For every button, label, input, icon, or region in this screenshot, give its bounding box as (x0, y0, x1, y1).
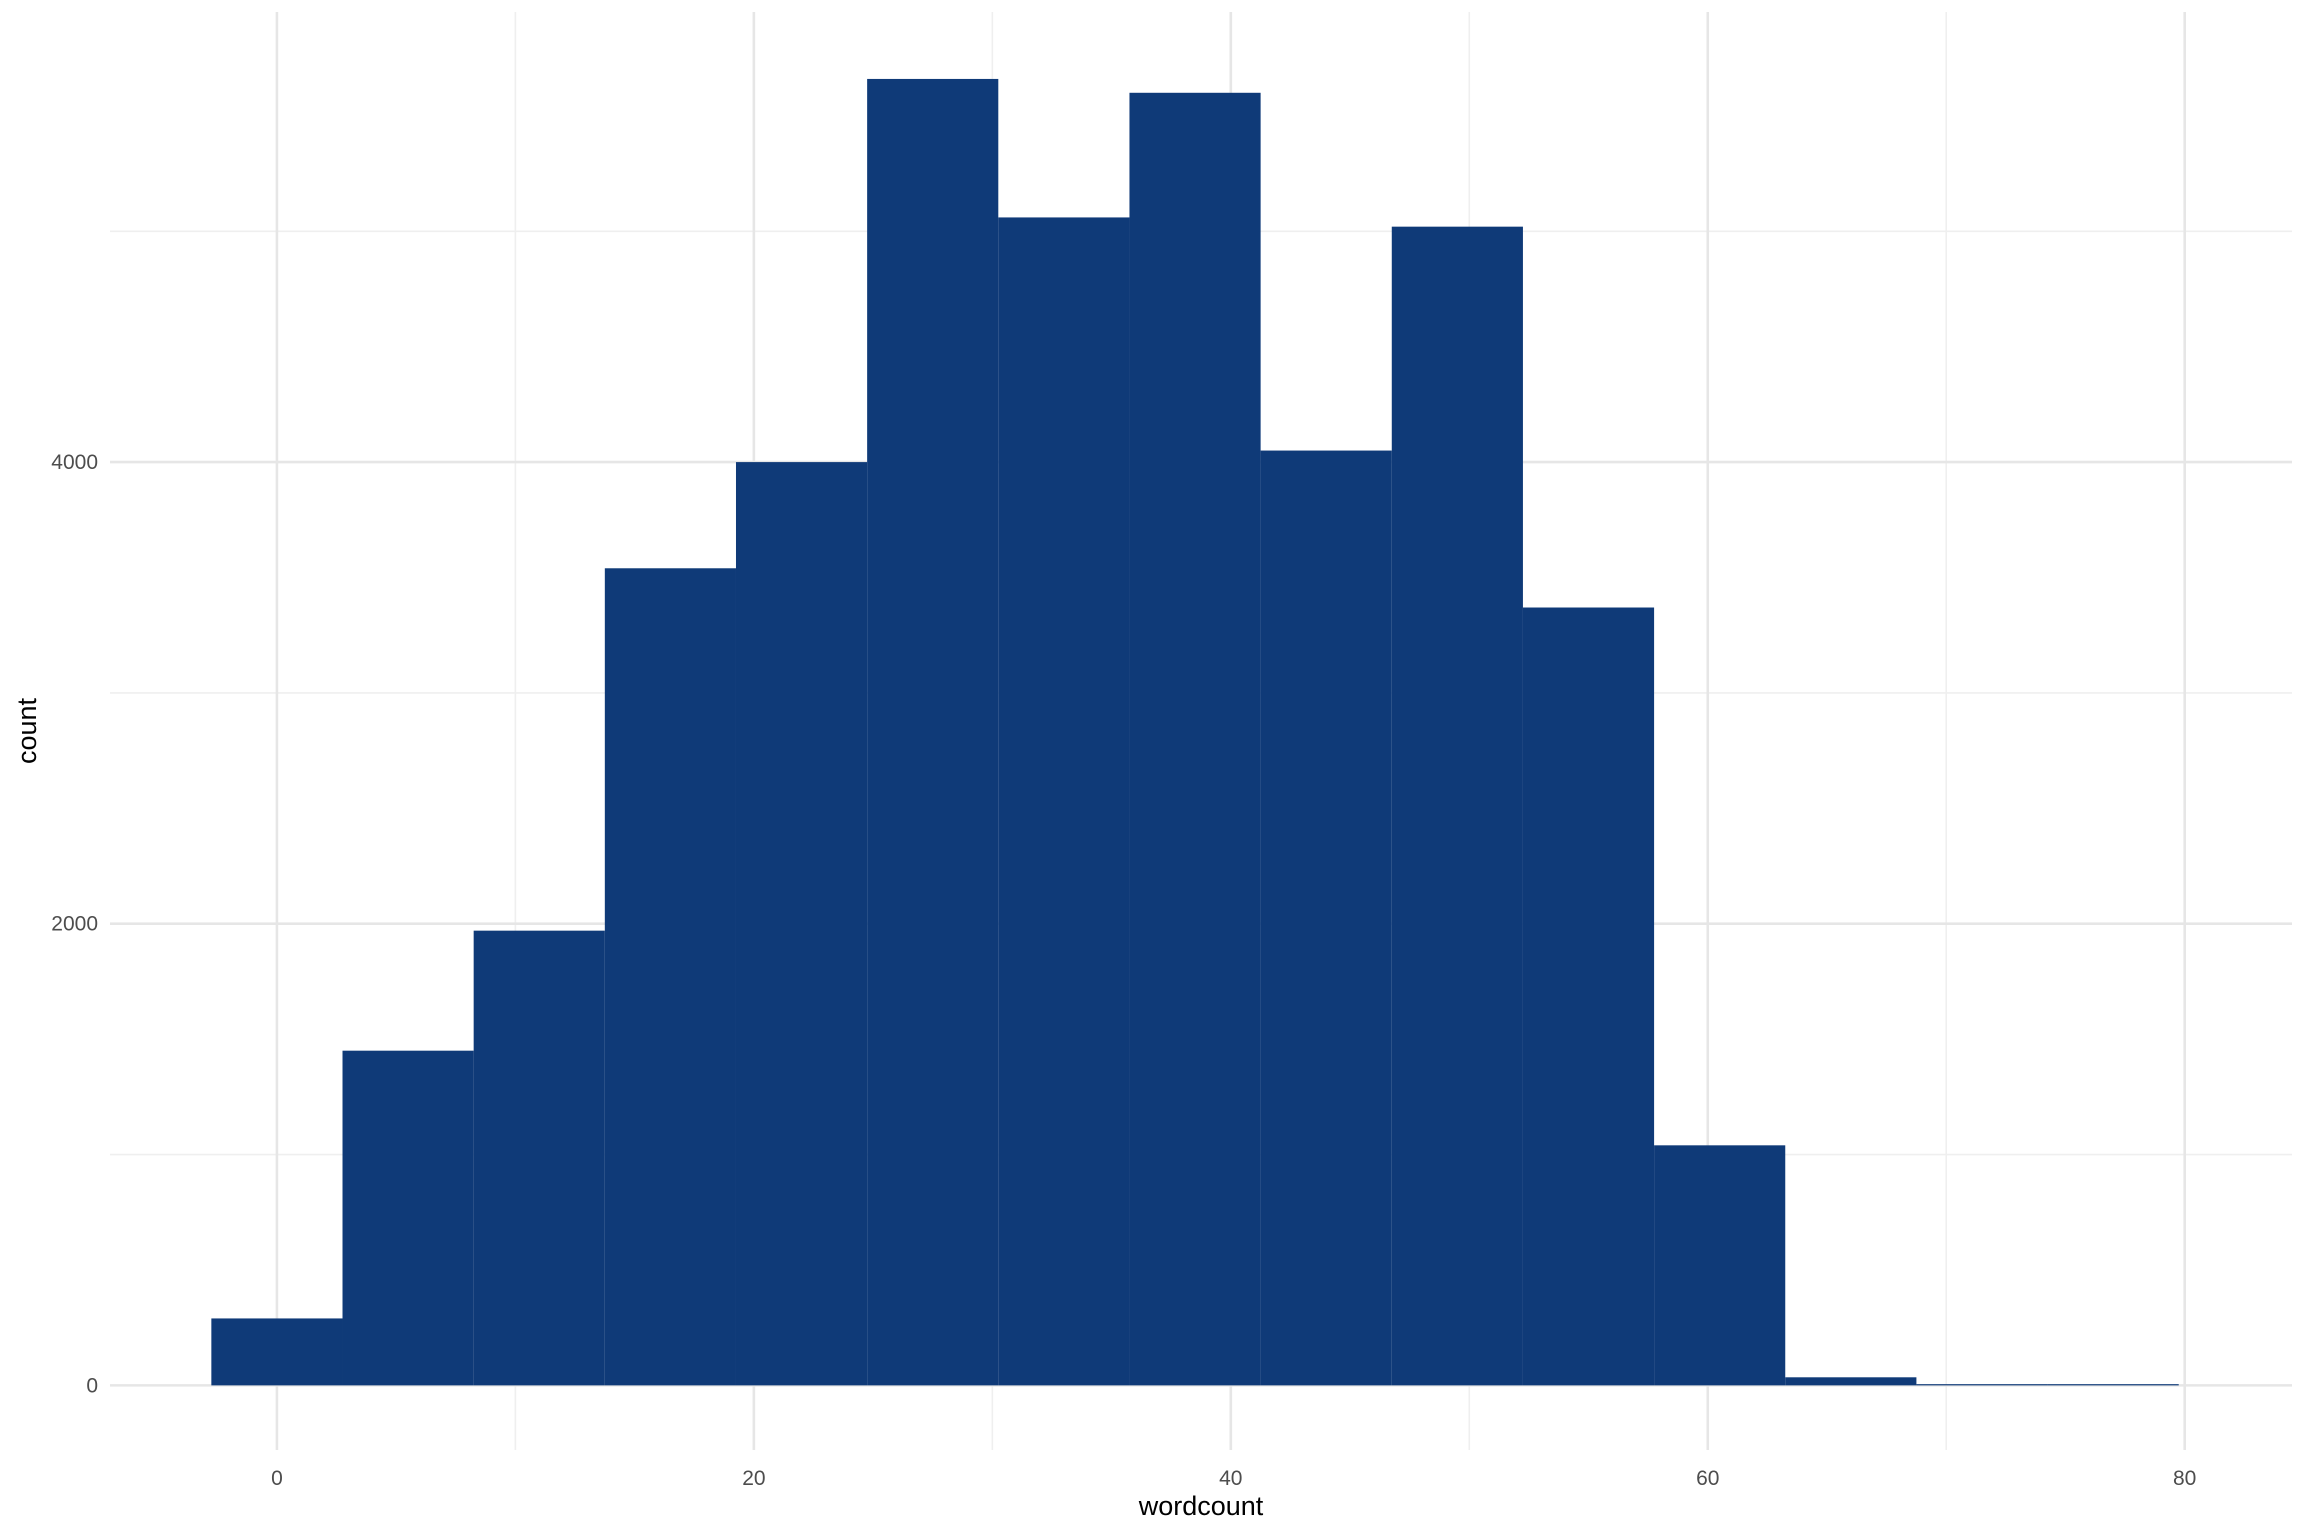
histogram-bar (998, 217, 1130, 1386)
histogram-bar (604, 568, 736, 1386)
y-tick-label: 4000 (51, 451, 98, 474)
histogram-bar (473, 930, 605, 1386)
histogram-bar (1785, 1377, 1917, 1386)
x-tick-label: 40 (1219, 1467, 1242, 1490)
y-axis-title: count (12, 697, 42, 764)
histogram-bars (211, 78, 2179, 1386)
histogram-bar (735, 462, 868, 1386)
histogram-bar (1654, 1145, 1786, 1386)
histogram-bar (1522, 607, 1655, 1386)
histogram-bar (867, 78, 999, 1386)
x-tick-label: 80 (2173, 1467, 2196, 1490)
histogram-bar (2047, 1384, 2179, 1386)
y-axis-ticks: 0 2000 4000 (51, 451, 98, 1397)
histogram-bar (1129, 92, 1261, 1386)
x-tick-label: 60 (1696, 1467, 1719, 1490)
histogram-bar (1916, 1384, 2048, 1386)
x-tick-label: 20 (742, 1467, 765, 1490)
x-axis-title: wordcount (1138, 1491, 1264, 1521)
histogram-bar (211, 1318, 343, 1386)
histogram-bar (1391, 226, 1523, 1386)
histogram-bar (342, 1050, 474, 1386)
y-tick-label: 2000 (51, 913, 98, 936)
x-tick-label: 0 (271, 1467, 283, 1490)
histogram-bar (1260, 450, 1392, 1386)
y-tick-label: 0 (86, 1374, 98, 1397)
x-axis-ticks: 0 20 40 60 80 (271, 1467, 2196, 1490)
